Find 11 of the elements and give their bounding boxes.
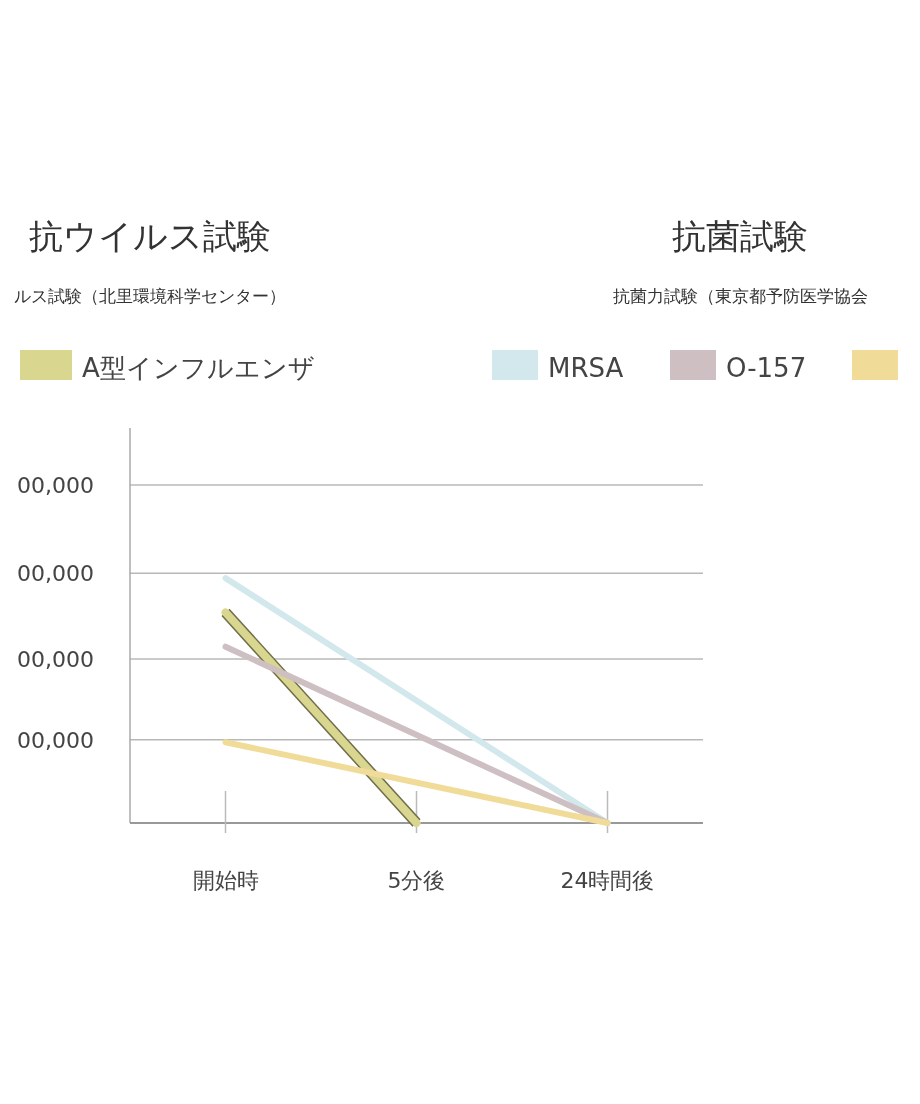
annotation: 00,000	[17, 473, 94, 499]
annotation: 00,000	[17, 561, 94, 587]
annotation: 00,000	[17, 646, 94, 672]
annotation: 00,000	[17, 727, 94, 753]
subtitle: ルス試験（北里環境科学センター）	[14, 286, 286, 306]
annotation: 抗菌力試験（東京都予防医学協会	[612, 286, 868, 306]
x-tick-label: 開始時	[192, 868, 259, 893]
x-tick-label: 5分後	[387, 868, 446, 893]
x-tick-label: 24時間後	[560, 868, 655, 893]
annotation: 抗菌試験	[672, 216, 808, 256]
title: 抗ウイルス試験	[29, 216, 271, 256]
